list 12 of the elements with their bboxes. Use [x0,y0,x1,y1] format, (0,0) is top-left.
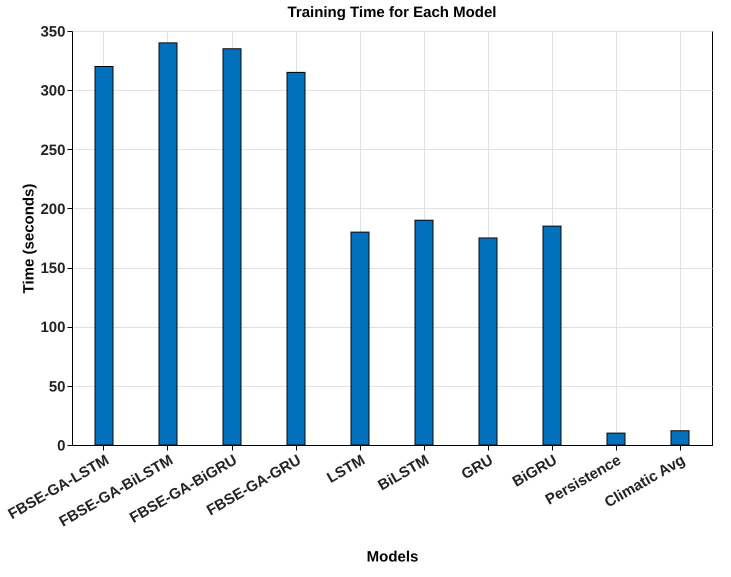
y-tick-label: 350 [40,24,66,40]
y-tick-label: 250 [40,142,66,159]
y-tick-label: 300 [40,82,66,100]
y-tick-label: 100 [40,319,66,336]
y-tick-label: 50 [48,378,66,396]
y-tick-label: 200 [40,200,66,218]
y-tick-label: 0 [57,438,66,454]
x-axis-title: Models [366,548,418,566]
y-tick-label: 150 [40,260,66,278]
y-axis-title: Time (seconds) [20,184,38,294]
x-tick-label: GRU [458,452,496,484]
chart-title: Training Time for Each Model [288,4,496,21]
